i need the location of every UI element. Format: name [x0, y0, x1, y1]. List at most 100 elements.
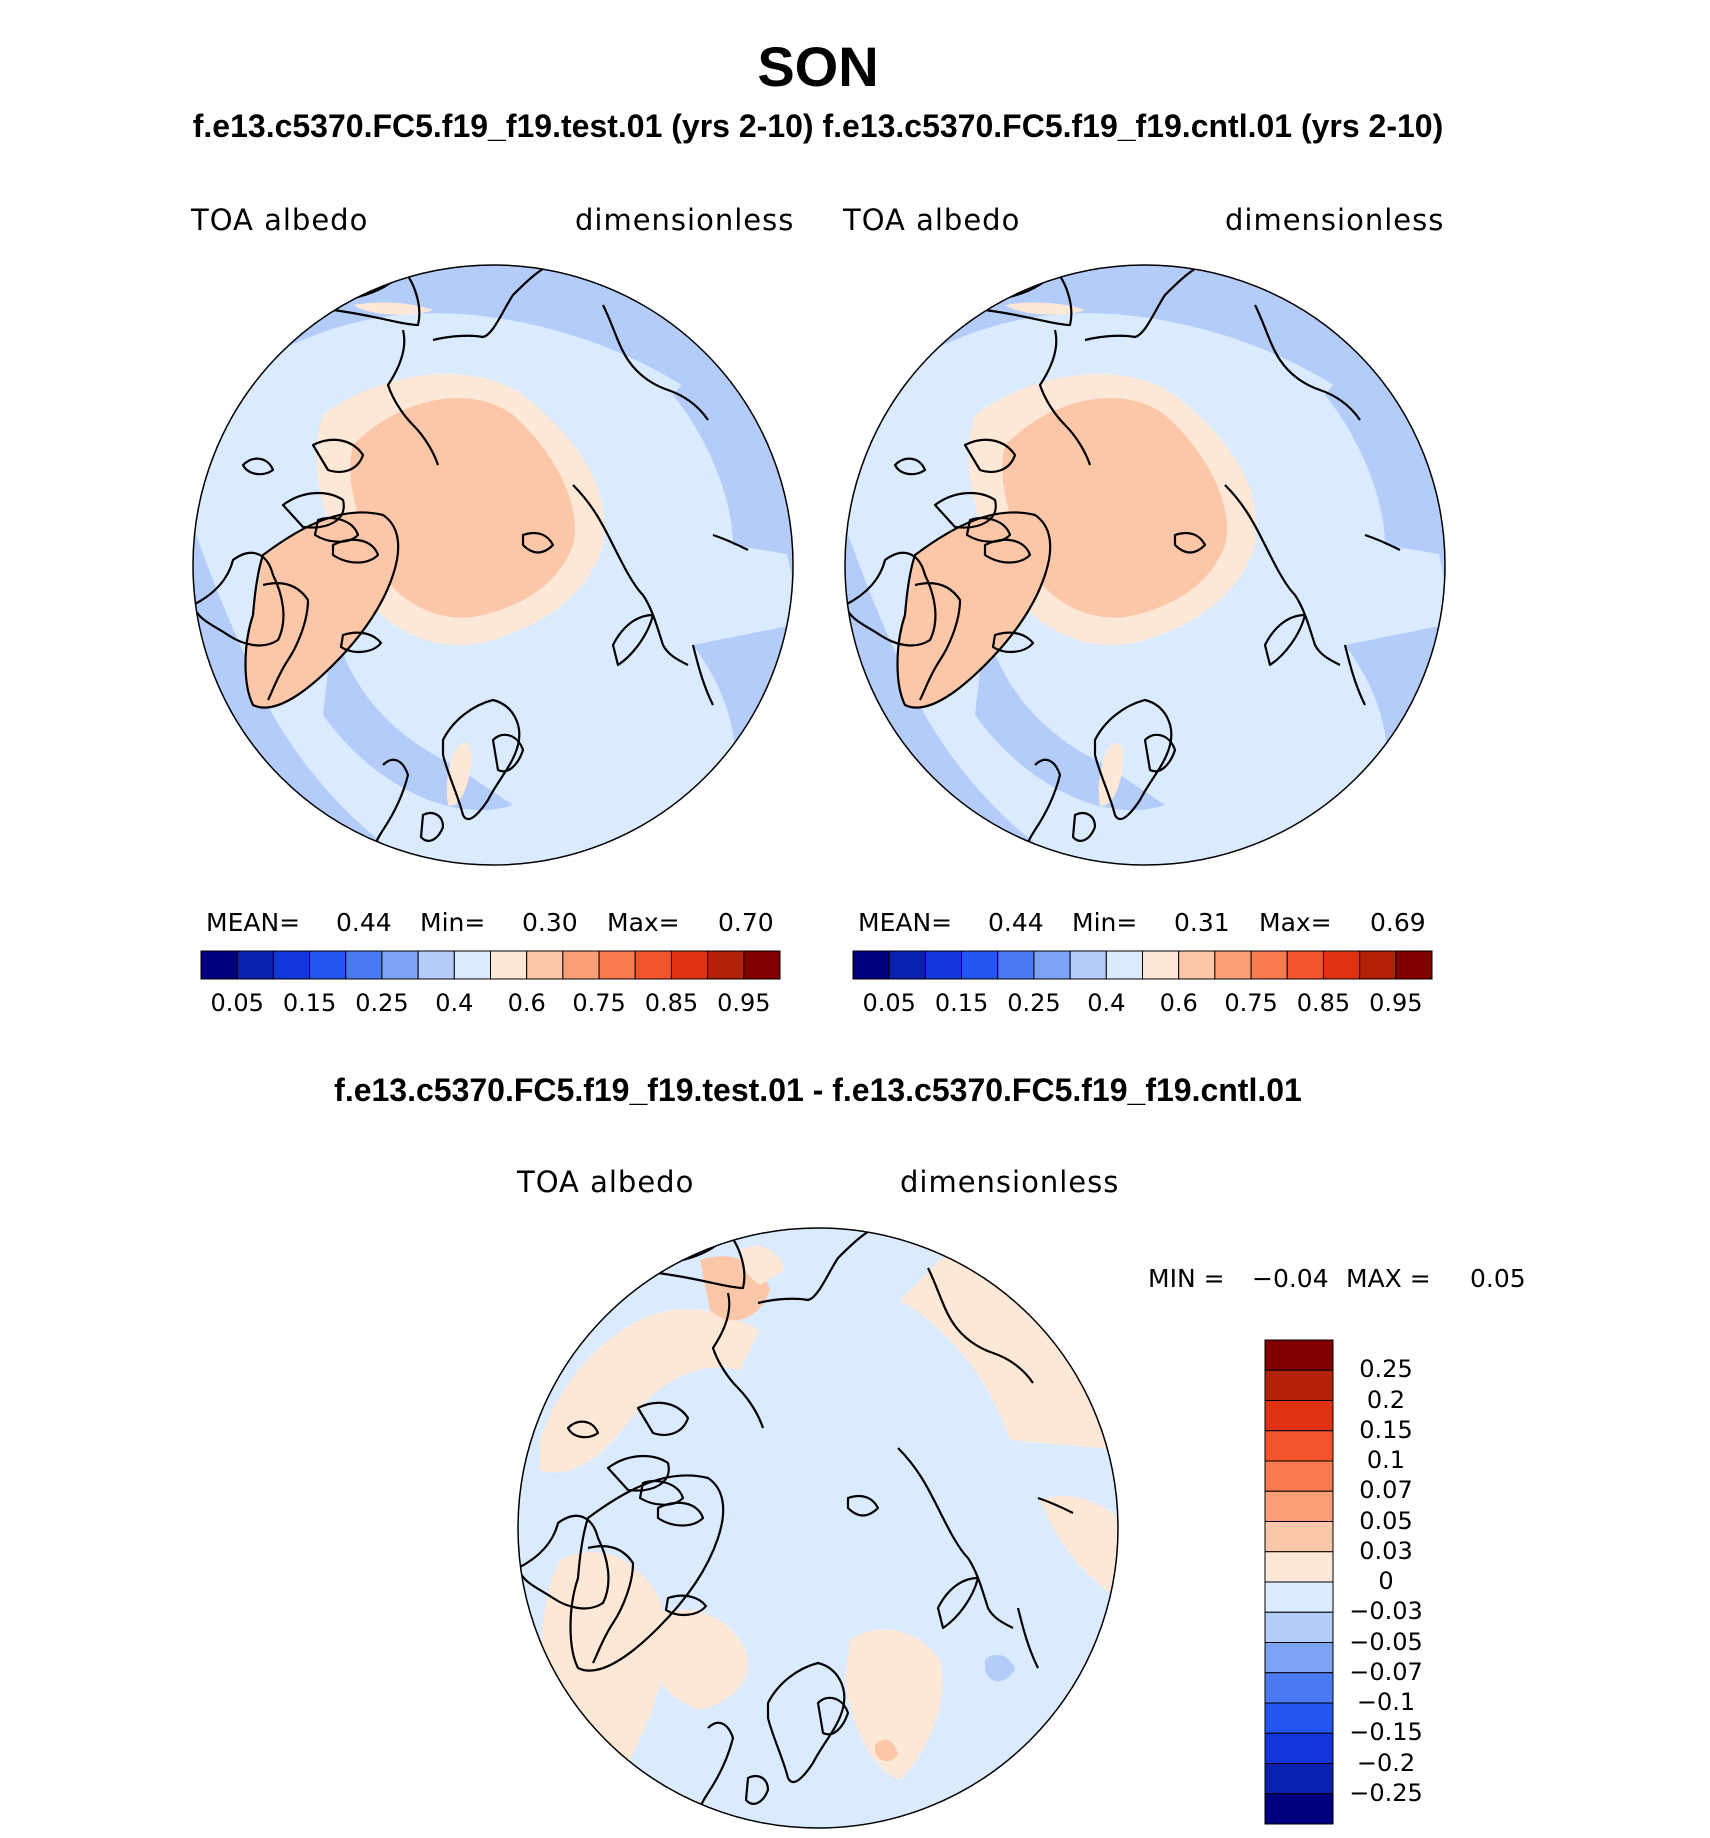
difference-colorbar-swatch — [1264, 1702, 1334, 1734]
panel1-colorbar-tick-label: 0.4 — [435, 989, 474, 1017]
difference-colorbar-swatch — [1264, 1581, 1334, 1613]
panel1-min-value: 0.30 — [522, 908, 578, 937]
difference-min-value: −0.04 — [1252, 1264, 1329, 1293]
difference-colorbar-label: −0.1 — [1356, 1688, 1416, 1716]
difference-colorbar-swatch — [1264, 1642, 1334, 1674]
figure-subtitle: f.e13.c5370.FC5.f19_f19.test.01 (yrs 2-1… — [192, 108, 1444, 144]
panel1-colorbar-swatch — [634, 950, 672, 980]
panel1-colorbar-tick-label: 0.15 — [282, 989, 337, 1017]
difference-colorbar-label: 0.15 — [1359, 1415, 1413, 1444]
difference-map — [518, 1228, 1118, 1828]
panel2-colorbar-swatch — [1178, 950, 1216, 980]
panel1-min-label: Min= — [420, 908, 486, 937]
panel1-mean-label: MEAN= — [206, 908, 301, 937]
difference-colorbar-label: 0.03 — [1359, 1536, 1413, 1565]
panel1-colorbar-swatch — [417, 950, 455, 980]
difference-colorbar-label: −0.15 — [1349, 1718, 1423, 1747]
panel2-colorbar-swatch — [888, 950, 926, 980]
panel1-colorbar-swatch — [200, 950, 238, 980]
panel2-colorbar-tick-label: 0.05 — [862, 989, 916, 1017]
panel1-colorbar-swatch — [272, 950, 311, 980]
panel1-variable-label: TOA albedo — [191, 203, 369, 237]
panel2-colorbar-swatch — [1395, 950, 1433, 980]
difference-colorbar-swatch — [1264, 1611, 1334, 1643]
difference-colorbar-label: 0 — [1378, 1567, 1394, 1595]
difference-colorbar — [1264, 1339, 1334, 1825]
difference-min-label: MIN = — [1148, 1264, 1225, 1293]
panel2-min-value: 0.31 — [1174, 908, 1230, 937]
difference-colorbar-label: −0.05 — [1349, 1627, 1423, 1656]
panel2-colorbar-swatch — [997, 950, 1035, 980]
panel2-colorbar-tick-label: 0.15 — [934, 989, 989, 1017]
difference-colorbar-label: −0.07 — [1349, 1657, 1423, 1686]
panel1-max-label: Max= — [607, 908, 680, 937]
difference-colorbar-swatch — [1264, 1460, 1334, 1492]
difference-colorbar-swatch — [1264, 1369, 1334, 1401]
panel2-max-value: 0.69 — [1370, 908, 1426, 937]
panel1-colorbar-tick-label: 0.95 — [717, 989, 771, 1017]
difference-colorbar-label: 0.25 — [1359, 1355, 1413, 1384]
difference-colorbar-label: 0.07 — [1359, 1476, 1413, 1505]
panel1-colorbar-swatch — [381, 950, 419, 980]
panel1-colorbar-swatch — [236, 950, 274, 980]
difference-colorbar-swatch — [1264, 1430, 1334, 1462]
panel2-colorbar-tick-label: 0.95 — [1369, 989, 1423, 1017]
panel2-colorbar-swatch — [1286, 950, 1324, 980]
panel2-colorbar-swatch — [1359, 950, 1397, 980]
panel2-colorbar-swatch — [1033, 950, 1071, 980]
difference-units-label: dimensionless — [900, 1165, 1120, 1199]
difference-colorbar-swatch — [1264, 1339, 1334, 1371]
panel1-colorbar-swatch — [490, 950, 528, 980]
panel2-variable-label: TOA albedo — [843, 203, 1021, 237]
difference-title: f.e13.c5370.FC5.f19_f19.test.01 - f.e13.… — [334, 1072, 1302, 1108]
panel1-colorbar-swatch — [670, 950, 709, 980]
panel2-colorbar-swatch — [1142, 950, 1180, 980]
panel2-colorbar-swatch — [924, 950, 963, 980]
difference-colorbar-swatch — [1264, 1732, 1334, 1764]
panel1-colorbar-swatch — [526, 950, 564, 980]
panel1-colorbar — [200, 950, 781, 980]
panel2-colorbar-swatch — [1322, 950, 1361, 980]
panel2-colorbar-swatch — [852, 950, 890, 980]
panel1-mean-value: 0.44 — [336, 908, 392, 937]
difference-variable-label: TOA albedo — [517, 1165, 695, 1199]
panel1-max-value: 0.70 — [718, 908, 774, 937]
panel2-map — [845, 265, 1445, 865]
difference-colorbar-swatch — [1264, 1521, 1334, 1553]
panel2-colorbar-tick-label: 0.4 — [1087, 989, 1126, 1017]
difference-colorbar-label: −0.25 — [1349, 1778, 1423, 1807]
difference-max-label: MAX = — [1346, 1264, 1431, 1293]
panel2-colorbar-swatch — [1105, 950, 1143, 980]
panel1-colorbar-tick-label: 0.75 — [572, 989, 626, 1017]
panel1-colorbar-swatch — [707, 950, 745, 980]
panel2-colorbar-swatch — [1069, 950, 1107, 980]
difference-colorbar-swatch — [1264, 1551, 1334, 1583]
panel2-mean-label: MEAN= — [858, 908, 953, 937]
panel2-colorbar-swatch — [1250, 950, 1288, 980]
panel2-colorbar-tick-label: 0.25 — [1007, 989, 1061, 1017]
panel1-colorbar-tick-label: 0.85 — [644, 989, 699, 1017]
difference-max-value: 0.05 — [1470, 1264, 1526, 1293]
panel2-colorbar — [852, 950, 1433, 980]
difference-colorbar-label: 0.1 — [1366, 1446, 1406, 1474]
panel1-map — [193, 265, 793, 865]
panel2-min-label: Min= — [1072, 908, 1138, 937]
difference-colorbar-swatch — [1264, 1793, 1334, 1825]
difference-colorbar-swatch — [1264, 1763, 1334, 1795]
panel1-colorbar-tick-label: 0.25 — [355, 989, 409, 1017]
difference-colorbar-label: 0.05 — [1359, 1506, 1413, 1535]
panel1-colorbar-tick-label: 0.05 — [210, 989, 264, 1017]
panel2-units-label: dimensionless — [1225, 203, 1445, 237]
panel2-colorbar-swatch — [961, 950, 999, 980]
panel2-colorbar-tick-label: 0.85 — [1296, 989, 1351, 1017]
panel2-mean-value: 0.44 — [988, 908, 1044, 937]
panel2-colorbar-tick-label: 0.75 — [1224, 989, 1278, 1017]
panel2-max-label: Max= — [1259, 908, 1332, 937]
difference-colorbar-swatch — [1264, 1672, 1334, 1704]
panel1-colorbar-swatch — [345, 950, 383, 980]
panel2-colorbar-swatch — [1214, 950, 1252, 980]
difference-colorbar-label: −0.03 — [1349, 1597, 1423, 1626]
difference-colorbar-label: −0.2 — [1356, 1748, 1416, 1777]
panel1-colorbar-swatch — [309, 950, 347, 980]
